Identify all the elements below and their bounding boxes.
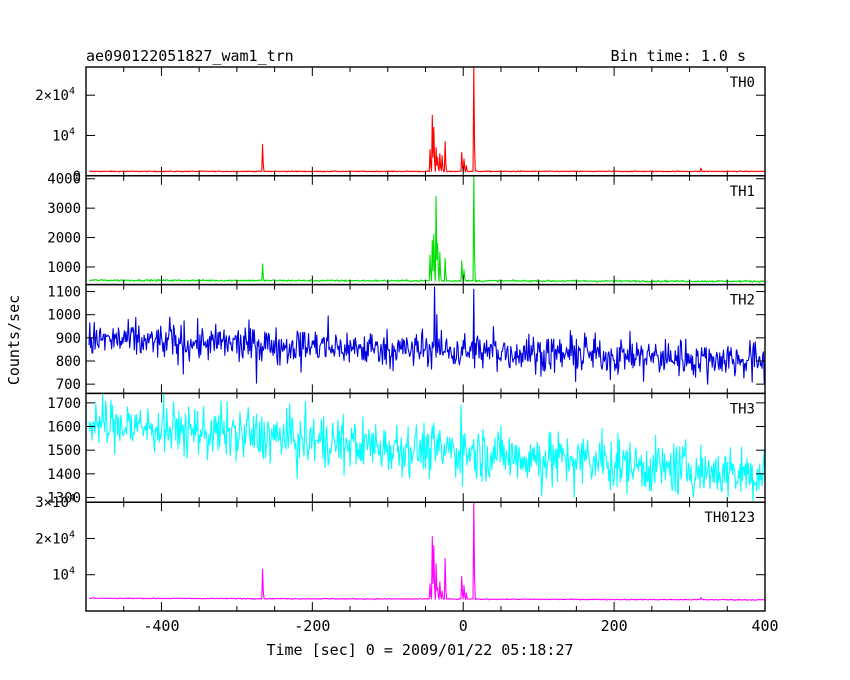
x-tick-label: 200	[601, 617, 628, 635]
y-tick-label: 3×104	[35, 493, 75, 511]
bin-time-label: Bin time: 1.0 s	[611, 47, 746, 65]
panel-th0123: TH0123 104 2×104 3×104	[35, 493, 766, 612]
x-tick-label: -200	[294, 617, 330, 635]
panel-name-label: TH3	[730, 401, 755, 417]
series-line-th2	[88, 286, 766, 385]
y-tick-label: 1700	[47, 396, 81, 412]
panel-name-label: TH2	[730, 293, 755, 309]
y-tick-label: 700	[56, 377, 81, 393]
y-tick-label: 0	[73, 169, 81, 185]
y-tick-label: 2×104	[35, 529, 75, 547]
y-tick-label: 1000	[47, 260, 81, 276]
series-line-th1	[88, 175, 766, 283]
y-tick-label: 800	[56, 354, 81, 370]
y-tick-label: 2×104	[35, 86, 75, 104]
series-line-th3	[88, 392, 766, 502]
x-tick-label: 400	[751, 617, 778, 635]
panel-th2: TH2 700 800 900 1000 1100	[47, 283, 766, 395]
x-axis-label: Time [sec] 0 = 2009/01/22 05:18:27	[266, 641, 573, 659]
y-tick-label: 2000	[47, 231, 81, 247]
y-tick-label: 1400	[47, 467, 81, 483]
panel-th1: TH1 1000 2000 3000 4000	[47, 172, 766, 286]
x-tick-label: 0	[459, 617, 468, 635]
panel-frame	[85, 66, 766, 177]
y-tick-label: 104	[52, 566, 75, 584]
y-tick-label: 1100	[47, 285, 81, 301]
y-tick-label: 4000	[47, 172, 81, 188]
panels-group: TH001042×104TH11000200030004000TH2700800…	[35, 66, 779, 635]
panel-name-label: TH0123	[704, 510, 755, 526]
y-tick-label: 1000	[47, 308, 81, 324]
panel-frame	[85, 501, 766, 612]
panel-th3: TH3 1300 1400 1500 1600 1700	[47, 392, 766, 506]
y-tick-label: 104	[52, 127, 75, 145]
panel-name-label: TH1	[730, 184, 755, 200]
series-line-th0	[88, 66, 766, 173]
y-tick-label: 900	[56, 331, 81, 347]
y-tick-label: 1300	[47, 490, 81, 506]
x-tick-label: -400	[143, 617, 179, 635]
y-tick-label: 1500	[47, 443, 81, 459]
series-line-th0123	[88, 501, 766, 601]
y-axis-label: Counts/sec	[5, 295, 23, 385]
y-tick-label: 1600	[47, 420, 81, 436]
y-tick-label: 3000	[47, 201, 81, 217]
chart-title: ae090122051827_wam1_trn	[86, 47, 294, 65]
panel-name-label: TH0	[730, 75, 755, 91]
panel-frame	[85, 283, 766, 395]
panel-th0: TH0 0 104 2×104	[35, 66, 766, 185]
panel-frame	[85, 175, 766, 286]
